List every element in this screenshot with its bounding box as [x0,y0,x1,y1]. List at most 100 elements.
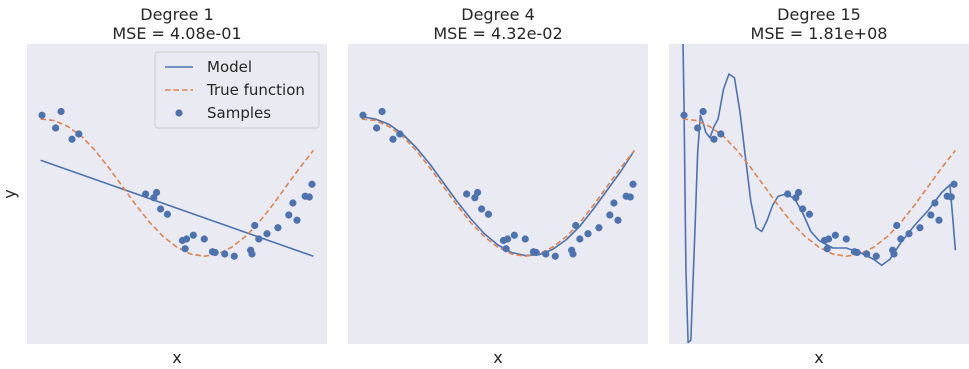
panel-1: Model True function Samples [27,44,327,344]
plot-area [669,44,969,344]
sample-point [142,190,150,198]
legend: Model True function Samples [154,51,320,129]
sample-point [52,124,60,132]
sample-point [163,210,172,218]
sample-point [484,210,493,218]
sample-point [799,205,807,213]
true-function-line [361,118,635,258]
sample-point [359,111,367,119]
chart-subtitle: MSE = 4.32e-02 [433,24,562,43]
sample-point [263,230,271,238]
legend-frame [154,51,320,129]
sample-point [842,235,850,243]
sample-point [38,111,46,119]
sample-point [285,211,293,219]
sample-point [569,250,577,258]
panel-3 [669,44,969,344]
sample-point [629,180,637,188]
legend-label: True function [206,81,305,99]
sample-point [626,193,634,201]
chart-title: Degree 15 [777,5,861,24]
sample-point [614,216,622,224]
legend-label: Model [207,58,252,76]
true-function-line [682,118,956,258]
sample-point [784,190,792,198]
sample-point [274,224,282,232]
sample-point [853,248,861,257]
sample-point [373,124,381,132]
sample-point [824,235,833,243]
sample-point [905,230,913,238]
sample-point [510,231,518,239]
sample-point [916,224,924,232]
sample-point [157,205,165,213]
sample-point [308,180,316,188]
sample-point [694,124,702,132]
sample-point [68,135,76,143]
sample-point [542,250,550,258]
sample-point [950,180,958,188]
chart-title: Degree 1 [140,5,214,24]
sample-point [935,216,943,224]
sample-point [57,107,65,116]
sample-point [893,221,901,230]
sample-point [927,211,935,219]
sample-point [230,252,238,260]
sample-point [389,135,397,143]
sample-point [572,221,580,230]
sample-point [610,199,618,207]
chart-subtitle: MSE = 1.81e+08 [751,24,888,43]
sample-point [947,193,955,201]
sample-point [396,130,404,138]
true-function-line [40,118,314,258]
sample-point [584,230,592,238]
panel-2 [348,44,648,344]
sample-point [251,221,259,230]
sample-point [463,190,471,198]
plot-area [348,44,648,344]
chart-subtitle: MSE = 4.08e-01 [112,24,241,43]
y-axis-label: y [0,189,19,198]
sample-point [699,107,707,116]
sample-point [293,216,301,224]
model-line [361,115,636,257]
sample-point [823,245,831,253]
sample-point [181,245,189,253]
sample-point [931,199,939,207]
sample-point [890,250,898,258]
x-axis-label: x [493,348,502,367]
sample-point [595,224,603,232]
sample-point [75,130,83,138]
model-line [40,159,314,258]
sample-point [248,250,256,258]
sample-point [805,210,814,218]
sample-point [255,235,263,243]
sample-point [152,188,161,197]
sample-point [378,107,386,116]
sample-point [211,248,219,257]
sample-point [289,199,297,207]
sample-point [717,130,725,138]
sample-point [532,248,540,257]
sample-point [478,205,486,213]
x-axis-label: x [814,348,823,367]
legend-samples-swatch [175,109,183,117]
sample-point [305,193,313,201]
sample-point [710,135,718,143]
chart-title: Degree 4 [461,5,535,24]
sample-point [221,250,229,258]
sample-point [831,231,839,239]
sample-point [189,231,197,239]
sample-point [502,245,510,253]
sample-point [200,235,208,243]
sample-point [897,235,905,243]
sample-point [503,235,512,243]
sample-point [473,188,482,197]
sample-point [576,235,584,243]
sample-point [182,235,191,243]
sample-point [872,252,880,260]
sample-point [863,250,871,258]
x-axis-label: x [172,348,181,367]
